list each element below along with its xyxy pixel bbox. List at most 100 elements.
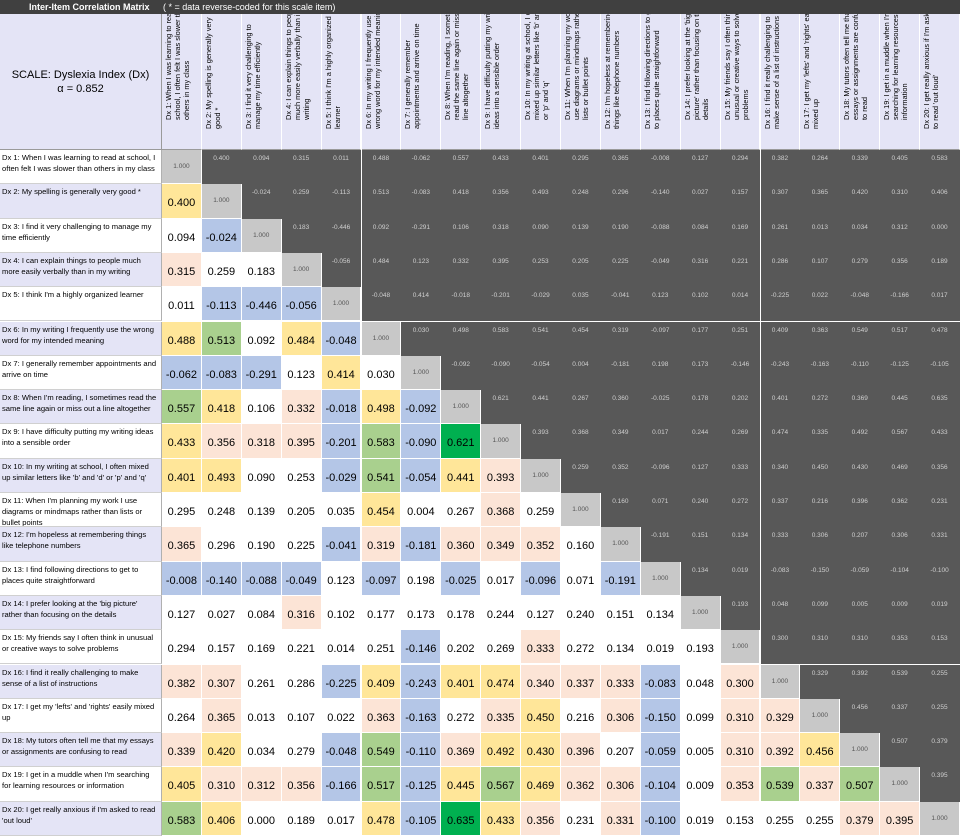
- upper-cell: 0.190: [600, 218, 641, 253]
- upper-cell: 0.484: [361, 252, 402, 288]
- column-header: Dx 10: In my writing at school, I often …: [521, 14, 561, 150]
- upper-cell: 0.583: [481, 321, 522, 356]
- upper-cell: -0.096: [640, 458, 681, 493]
- diagonal-cell: 1.000: [162, 150, 202, 185]
- correlation-cell: 0.340: [521, 664, 561, 699]
- upper-cell: 0.369: [840, 390, 881, 425]
- correlation-cell: 0.379: [840, 801, 881, 836]
- correlation-cell: 0.488: [162, 321, 202, 356]
- correlation-cell: -0.105: [401, 801, 442, 836]
- column-header: Dx 14: I prefer looking at the 'big pict…: [680, 14, 721, 150]
- row-header: Dx 18: My tutors often tell me that my e…: [0, 733, 162, 768]
- upper-cell: -0.049: [640, 252, 681, 288]
- correlation-cell: 0.513: [201, 321, 242, 356]
- correlation-cell: 0.441: [441, 458, 482, 493]
- upper-cell: -0.029: [521, 287, 561, 322]
- upper-cell: 0.635: [920, 390, 960, 425]
- correlation-cell: 0.035: [321, 493, 362, 528]
- upper-cell: 0.310: [800, 630, 841, 665]
- correlation-cell: 0.255: [760, 801, 801, 836]
- upper-cell: 0.409: [760, 321, 801, 356]
- correlation-cell: 0.333: [521, 630, 561, 665]
- correlation-cell: 0.178: [441, 595, 482, 631]
- upper-cell: -0.113: [321, 184, 362, 219]
- diagonal-cell: 1.000: [361, 321, 402, 356]
- correlation-cell: -0.054: [401, 458, 442, 493]
- correlation-cell: 0.420: [201, 733, 242, 768]
- upper-cell: 0.178: [680, 390, 721, 425]
- column-header: Dx 3: I find it very challenging to mana…: [241, 14, 282, 150]
- upper-cell: 0.011: [321, 150, 362, 185]
- correlation-cell: -0.113: [201, 287, 242, 322]
- upper-cell: -0.092: [441, 355, 482, 391]
- column-header-label: Dx 4: I can explain things to people muc…: [283, 14, 311, 120]
- correlation-cell: 0.360: [441, 527, 482, 562]
- upper-cell: 0.474: [760, 424, 801, 459]
- chart-title: Inter-Item Correlation Matrix: [29, 2, 150, 12]
- upper-cell: -0.243: [760, 355, 801, 391]
- correlation-cell: 0.498: [361, 390, 402, 425]
- correlation-cell: 0.127: [162, 595, 202, 631]
- upper-cell: -0.090: [481, 355, 522, 391]
- upper-cell: 0.306: [880, 527, 921, 562]
- correlation-cell: 0.356: [521, 801, 561, 836]
- correlation-cell: 0.418: [201, 390, 242, 425]
- correlation-cell: 0.202: [441, 630, 482, 665]
- column-header-label: Dx 6: In my writing I frequently use the…: [363, 14, 382, 129]
- correlation-cell: 0.205: [281, 493, 322, 528]
- upper-cell: 0.333: [720, 458, 761, 493]
- column-header-label: Dx 5: I think I'm a highly organized lea…: [323, 16, 342, 129]
- diagonal-cell: 1.000: [600, 527, 641, 562]
- upper-cell: 0.352: [600, 458, 641, 493]
- correlation-cell: 0.261: [241, 664, 282, 699]
- upper-cell: -0.110: [840, 355, 881, 391]
- upper-cell: 0.107: [800, 252, 841, 288]
- correlation-cell: 0.356: [201, 424, 242, 459]
- column-header: Dx 17: I get my 'lefts' and 'rights' eas…: [800, 14, 841, 150]
- upper-cell: -0.062: [401, 150, 442, 185]
- correlation-cell: 0.306: [600, 698, 641, 734]
- upper-cell: -0.048: [361, 287, 402, 322]
- upper-cell: 0.240: [680, 493, 721, 528]
- upper-cell: 0.507: [880, 733, 921, 768]
- upper-cell: 0.583: [920, 150, 960, 185]
- upper-cell: 0.005: [840, 595, 881, 631]
- column-header-label: Dx 1: When I was learning to read at sch…: [164, 14, 191, 120]
- upper-cell: -0.191: [640, 527, 681, 562]
- diagonal-cell: 1.000: [321, 287, 362, 322]
- upper-cell: 0.306: [800, 527, 841, 562]
- correlation-cell: 0.190: [241, 527, 282, 562]
- upper-cell: 0.567: [880, 424, 921, 459]
- upper-cell: 0.202: [720, 390, 761, 425]
- upper-cell: 0.315: [281, 150, 322, 185]
- upper-cell: 0.406: [920, 184, 960, 219]
- upper-cell: 0.296: [600, 184, 641, 219]
- upper-cell: 0.127: [680, 458, 721, 493]
- correlation-cell: -0.150: [640, 698, 681, 734]
- upper-cell: 0.094: [241, 150, 282, 185]
- upper-cell: 0.517: [880, 321, 921, 356]
- correlation-cell: 0.315: [162, 252, 202, 288]
- column-header-label: Dx 9: I have difficulty putting my writi…: [483, 14, 502, 129]
- upper-cell: 0.456: [840, 698, 881, 734]
- correlation-cell: 0.349: [481, 527, 522, 562]
- chart-subtitle: ( * = data reverse-coded for this scale …: [163, 2, 336, 12]
- upper-cell: 0.513: [361, 184, 402, 219]
- upper-cell: 0.009: [880, 595, 921, 631]
- correlation-cell: 0.395: [281, 424, 322, 459]
- upper-cell: -0.291: [401, 218, 442, 253]
- correlation-cell: 0.251: [361, 630, 402, 665]
- correlation-cell: -0.083: [640, 664, 681, 699]
- upper-cell: 0.102: [680, 287, 721, 322]
- upper-cell: 0.216: [800, 493, 841, 528]
- diagonal-cell: 1.000: [880, 767, 921, 802]
- correlation-cell: 0.084: [241, 595, 282, 631]
- upper-cell: 0.022: [800, 287, 841, 322]
- upper-cell: 0.331: [920, 527, 960, 562]
- upper-cell: 0.365: [800, 184, 841, 219]
- correlation-cell: 0.450: [521, 698, 561, 734]
- upper-cell: 0.333: [760, 527, 801, 562]
- correlation-cell: 0.160: [561, 527, 601, 562]
- upper-cell: 0.360: [600, 390, 641, 425]
- upper-cell: 0.395: [920, 767, 960, 802]
